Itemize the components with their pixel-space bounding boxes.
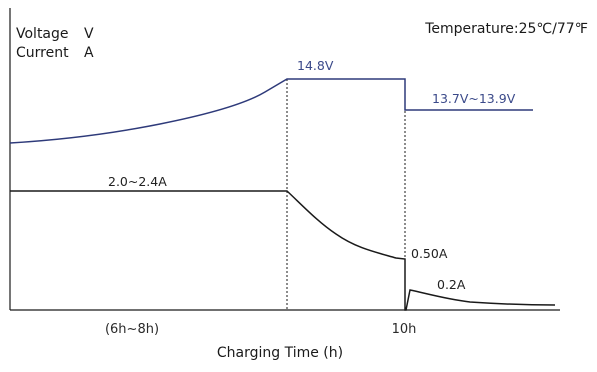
voltage-series-line xyxy=(9,78,533,144)
y-axis-label-voltage: Voltage xyxy=(16,26,69,42)
y-axis-label-current: Current xyxy=(16,45,69,61)
voltage-label-absorption: 14.8V xyxy=(297,58,334,73)
x-tick-label-10h: 10h xyxy=(392,322,417,337)
current-label-taper-end: 0.50A xyxy=(411,246,448,261)
voltage-label-float: 13.7V~13.9V xyxy=(432,91,516,106)
current-label-bulk: 2.0~2.4A xyxy=(108,174,167,189)
y-axis-unit-voltage: V xyxy=(84,26,94,42)
current-series-line xyxy=(10,190,556,311)
temperature-annotation: Temperature:25℃/77℉ xyxy=(424,21,588,37)
x-tick-label-stage1: (6h~8h) xyxy=(105,322,159,337)
x-axis-title: Charging Time (h) xyxy=(217,345,343,361)
y-axis-unit-current: A xyxy=(84,45,94,61)
current-label-float: 0.2A xyxy=(437,277,466,292)
